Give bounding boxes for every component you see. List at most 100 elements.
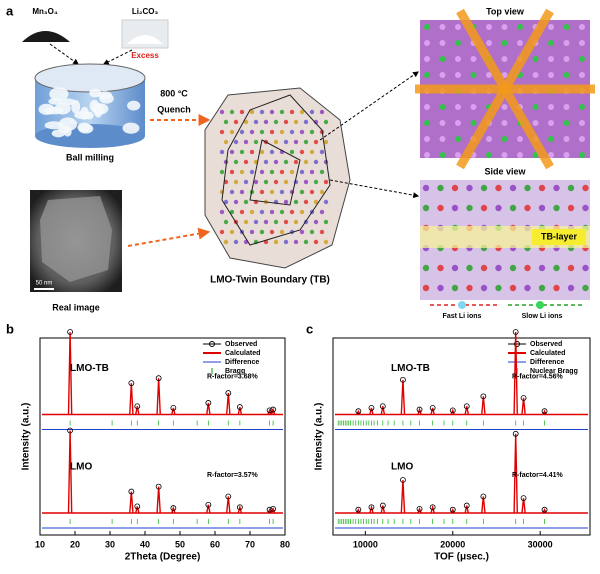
atom bbox=[548, 120, 554, 126]
condition-label: Quench bbox=[157, 104, 191, 114]
observed-point bbox=[429, 404, 436, 411]
atom bbox=[524, 284, 531, 292]
atom bbox=[563, 24, 570, 30]
atom bbox=[439, 40, 446, 46]
atom bbox=[319, 229, 325, 235]
observed-point bbox=[379, 403, 386, 410]
ball bbox=[54, 102, 71, 115]
atom bbox=[273, 219, 279, 225]
observed-point bbox=[368, 404, 375, 411]
atom bbox=[538, 184, 546, 192]
particle bbox=[40, 196, 112, 282]
atom bbox=[439, 152, 446, 158]
atom bbox=[283, 159, 289, 165]
atom bbox=[495, 264, 502, 272]
observed-point bbox=[480, 493, 487, 500]
atom bbox=[553, 264, 560, 272]
atom bbox=[279, 129, 285, 135]
milling-balls bbox=[38, 87, 141, 138]
atom bbox=[455, 40, 461, 46]
atom bbox=[229, 189, 235, 195]
ball bbox=[74, 110, 91, 120]
atom bbox=[279, 189, 285, 195]
atom bbox=[243, 139, 249, 145]
atom bbox=[219, 169, 225, 175]
atom bbox=[486, 152, 492, 158]
atom bbox=[532, 104, 539, 110]
plot-frame bbox=[332, 337, 591, 536]
atom bbox=[243, 219, 249, 225]
atom bbox=[455, 136, 461, 142]
atom bbox=[466, 184, 473, 192]
atom bbox=[501, 104, 508, 110]
scale-label: 50 nm bbox=[36, 281, 53, 287]
observed-point bbox=[225, 390, 232, 396]
diffusion-path bbox=[456, 8, 554, 170]
atom bbox=[269, 109, 275, 115]
observed-point bbox=[128, 380, 135, 387]
atom bbox=[243, 119, 249, 125]
atom bbox=[470, 72, 477, 78]
legend-label: Difference bbox=[530, 359, 564, 366]
atom bbox=[249, 149, 255, 155]
step-label: Ball milling bbox=[66, 152, 114, 162]
calculated-peak bbox=[521, 498, 526, 514]
observed-point bbox=[541, 506, 548, 513]
atom bbox=[313, 199, 319, 205]
atom bbox=[424, 152, 430, 158]
pattern-label: LMO bbox=[70, 462, 92, 473]
ball bbox=[99, 93, 114, 104]
atom bbox=[563, 56, 570, 62]
atom bbox=[309, 229, 315, 235]
atom bbox=[323, 199, 329, 205]
observed-point bbox=[429, 504, 436, 511]
atom bbox=[273, 159, 279, 165]
atom bbox=[470, 104, 477, 110]
jar-top bbox=[34, 63, 146, 93]
atom bbox=[501, 24, 508, 30]
r-factor: R-factor=4.41% bbox=[512, 472, 564, 479]
atom bbox=[249, 229, 255, 235]
atom bbox=[259, 109, 265, 115]
atom bbox=[582, 184, 589, 192]
calculated-peak bbox=[267, 408, 272, 415]
observed-point bbox=[155, 375, 162, 382]
atom bbox=[309, 109, 315, 115]
observed-point bbox=[236, 504, 243, 511]
atom bbox=[323, 179, 329, 185]
atom bbox=[517, 152, 523, 158]
atom bbox=[466, 264, 473, 272]
atom bbox=[495, 284, 502, 292]
legend-swatch bbox=[209, 341, 215, 347]
panel-label: a bbox=[6, 3, 14, 18]
atom bbox=[424, 40, 430, 46]
x-tick-label: 70 bbox=[245, 539, 255, 549]
atom bbox=[299, 129, 305, 135]
atom bbox=[548, 136, 554, 142]
legend-label: Calculated bbox=[530, 350, 565, 357]
atom bbox=[524, 204, 531, 212]
calculated-peak bbox=[400, 479, 406, 514]
observed-point bbox=[355, 408, 362, 415]
atom bbox=[323, 219, 329, 225]
ball bbox=[49, 87, 69, 101]
atom bbox=[299, 189, 305, 195]
observed-point bbox=[541, 408, 548, 415]
arrow bbox=[127, 227, 211, 247]
atom bbox=[439, 72, 446, 78]
atom bbox=[439, 24, 446, 30]
atom bbox=[293, 159, 299, 165]
atom bbox=[563, 136, 570, 142]
pattern-label: LMO-TB bbox=[70, 363, 109, 374]
atom bbox=[548, 72, 554, 78]
ion-label: Slow Li ions bbox=[522, 313, 563, 320]
atom bbox=[437, 204, 444, 212]
atom bbox=[239, 169, 245, 175]
atom bbox=[424, 72, 430, 78]
atom bbox=[283, 179, 289, 185]
atom bbox=[501, 72, 508, 78]
structure-label: LMO-Twin Boundary (TB) bbox=[210, 275, 330, 286]
atom bbox=[233, 159, 239, 165]
atom bbox=[223, 239, 229, 245]
atom bbox=[466, 284, 473, 292]
